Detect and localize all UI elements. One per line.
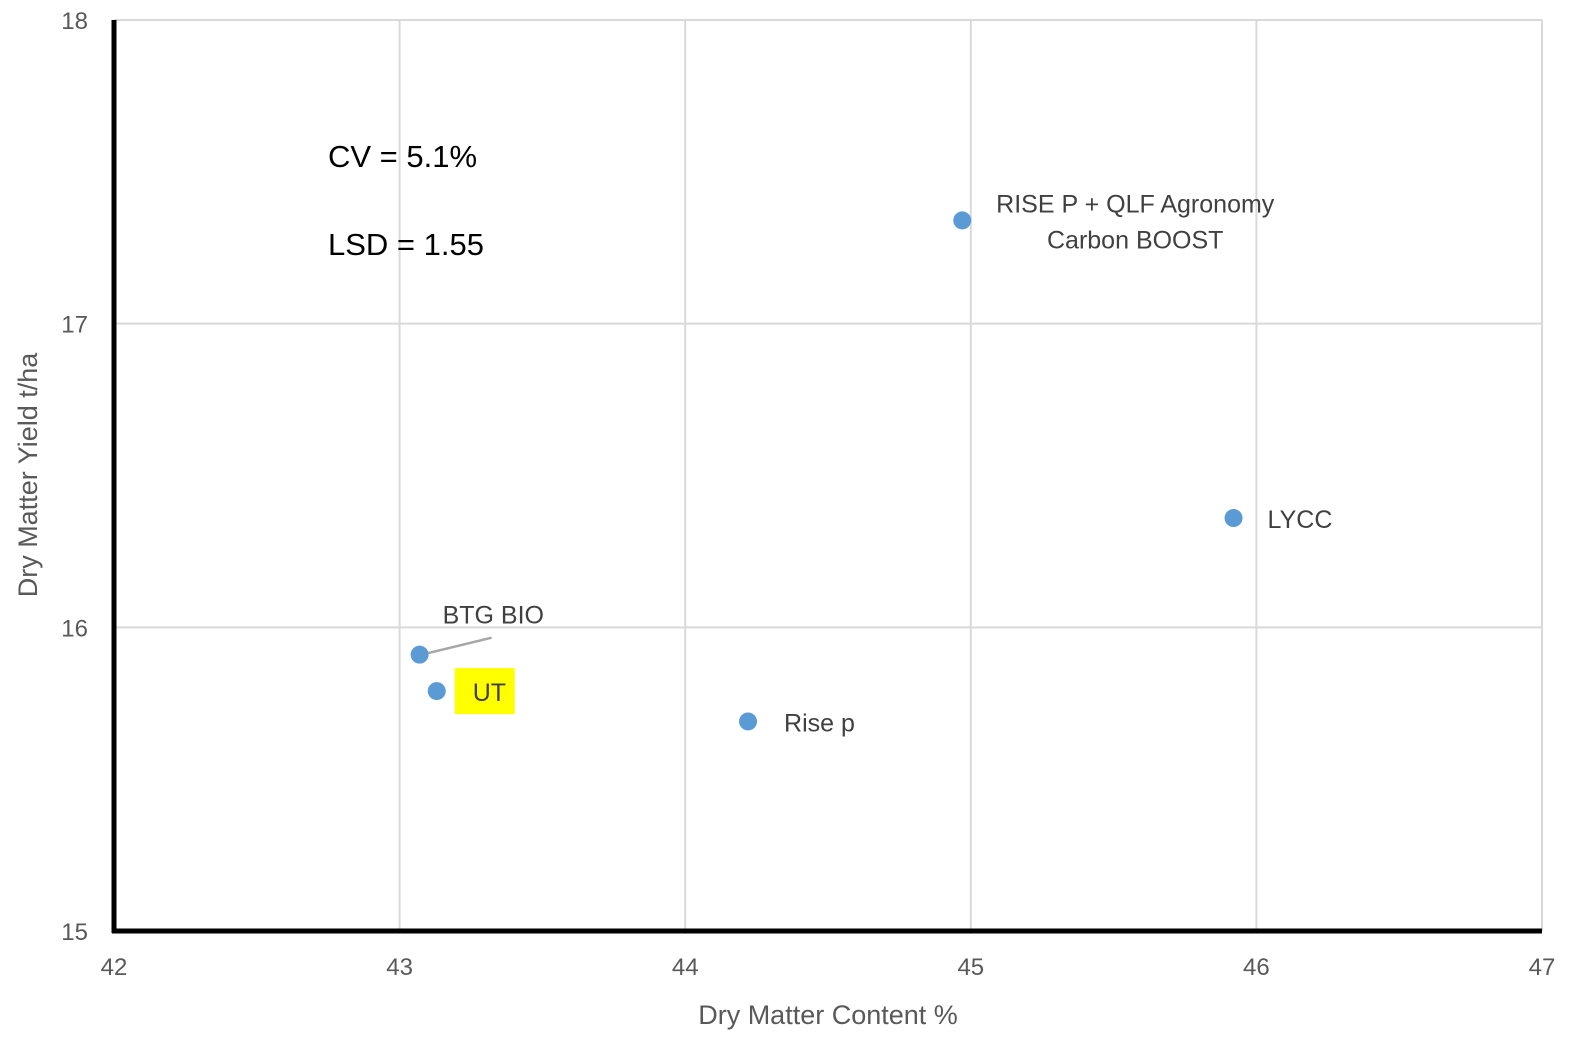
y-tick-label: 17 [61, 312, 88, 339]
y-tick-label: 16 [61, 615, 88, 642]
point-lycc [1224, 509, 1243, 528]
y-axis-title: Dry Matter Yield t/ha [13, 352, 43, 598]
leader-line-btg-bio [421, 636, 492, 656]
label-highlight-ut [454, 668, 515, 715]
cv-annotation: CV = 5.1% [328, 139, 477, 174]
point-labels: BTG BIO UT Rise p RISE P + QLF Agronomy Carb… [443, 190, 1333, 737]
y-tick-label: 15 [61, 919, 88, 946]
y-tick-label: 18 [61, 8, 88, 35]
point-btg-bio [410, 645, 429, 664]
point-label-ut: UT [473, 679, 506, 707]
point-label-rise-p: Rise p [784, 709, 855, 737]
tick-labels: 42 43 44 45 46 47 15 16 17 18 [61, 8, 1555, 981]
point-label-lycc: LYCC [1268, 506, 1333, 534]
point-rise-p-qlf-agronomy-carbon-boost [953, 211, 972, 230]
point-label-rise-p-qlf-agronomy-carbon-boost: RISE P + QLF Agronomy Carbon BOOST [996, 190, 1275, 254]
x-tick-label: 45 [957, 954, 984, 981]
x-tick-label: 44 [672, 954, 699, 981]
point-label-btg-bio: BTG BIO [443, 602, 544, 630]
lsd-annotation: LSD = 1.55 [328, 227, 484, 262]
data-points [410, 211, 1243, 731]
axes [111, 20, 1542, 934]
point-rise-p [739, 712, 758, 731]
x-tick-label: 42 [101, 954, 128, 981]
x-axis-title: Dry Matter Content % [698, 1000, 958, 1030]
x-tick-label: 43 [386, 954, 413, 981]
leader-lines [421, 636, 492, 656]
point-ut [427, 682, 446, 701]
x-tick-label: 46 [1243, 954, 1270, 981]
x-tick-label: 47 [1529, 954, 1556, 981]
